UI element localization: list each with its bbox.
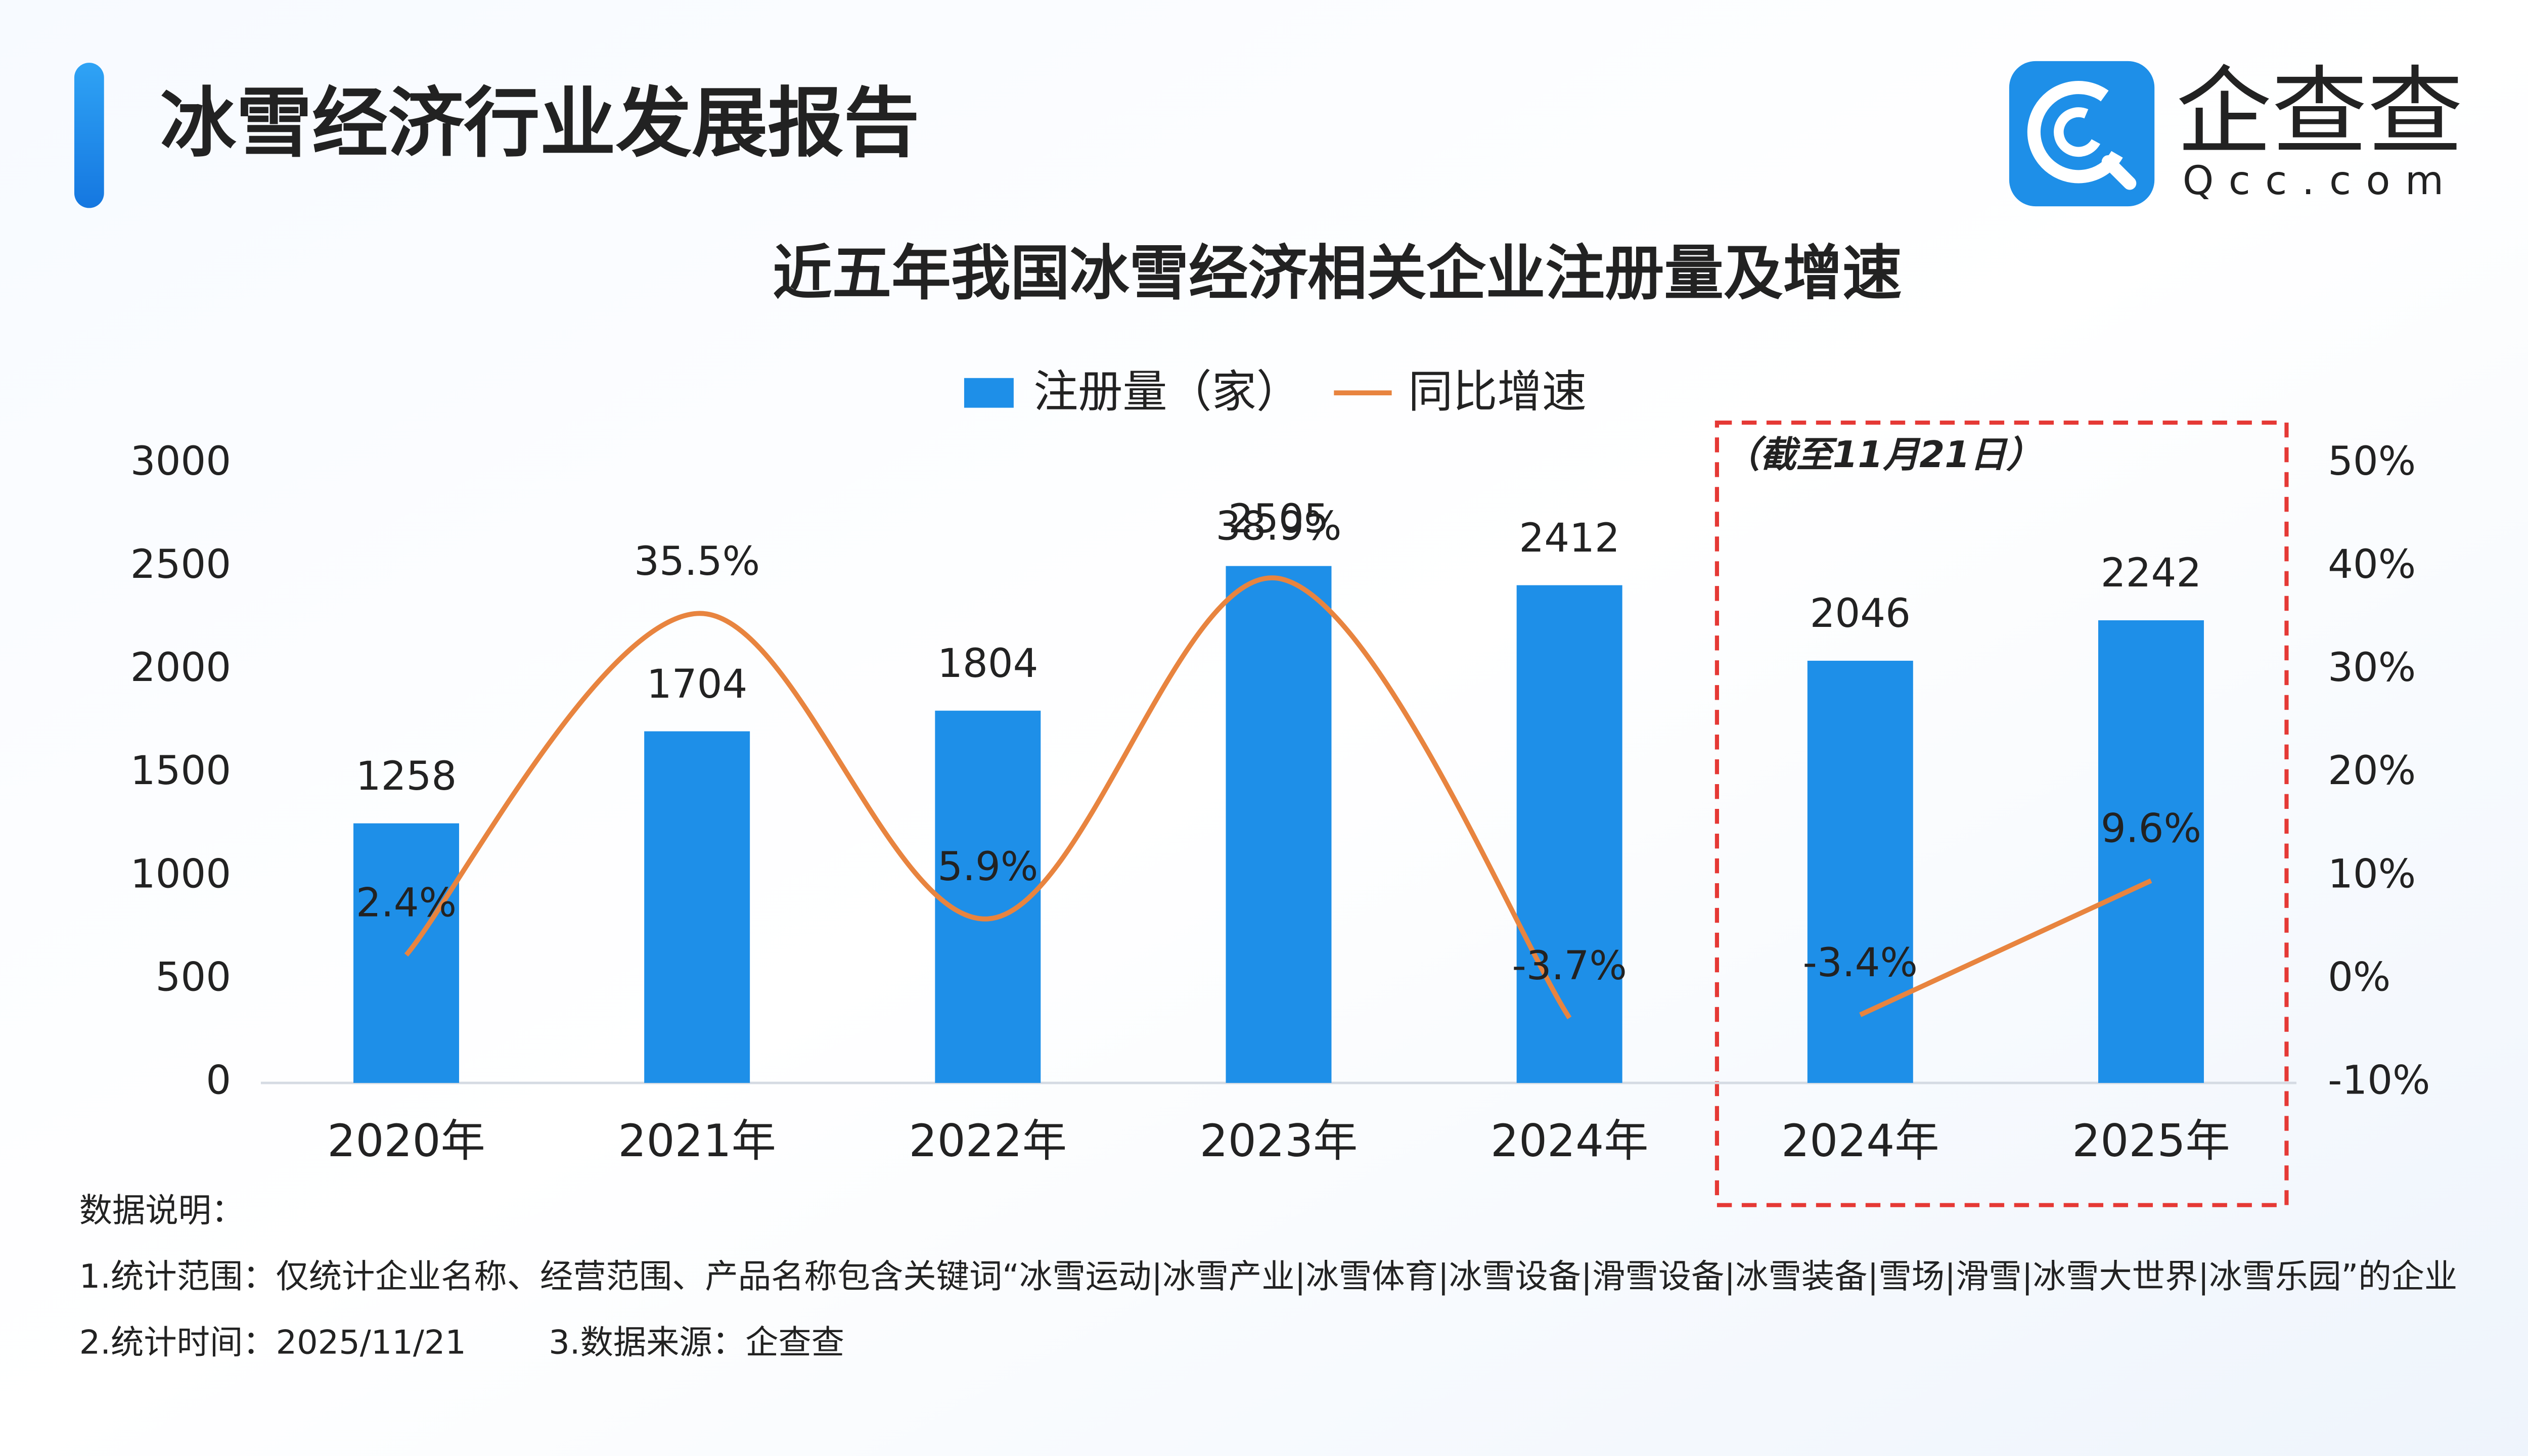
bar-value-label: 1258 [356,753,457,799]
line-value-label: 35.5% [634,538,760,584]
bar-value-label: 2046 [1810,590,1911,636]
annotation: （截至11月21日） [1724,433,2043,476]
legend-swatch [964,378,1014,408]
bar-value-label: 1704 [647,661,747,707]
y2-tick-label: 40% [2328,541,2416,587]
y-tick-label: 1000 [130,851,231,897]
logo-name: 企查查 [2176,56,2463,168]
y2-tick-label: 20% [2328,748,2416,794]
line [404,575,1572,1020]
logo-domain: Qcc.com [2183,158,2459,204]
x-tick-label: 2024年 [1491,1115,1649,1167]
y2-tick-label: 0% [2328,954,2390,1000]
line-value-label: 38.9% [1216,504,1342,550]
bar-value-label: 2412 [1519,515,1619,561]
bar [1516,585,1622,1083]
line-value-label: 2.4% [356,880,457,926]
bar-value-label: 1804 [937,641,1038,687]
y2-tick-label: -10% [2328,1058,2430,1104]
notes: 数据说明： 1.统计范围：仅统计企业名称、经营范围、产品名称包含关键词“冰雪运动… [79,1177,2523,1375]
x-tick-label: 2025年 [2072,1115,2230,1167]
x-tick-label: 2024年 [1781,1115,1939,1167]
note-item: 1.统计范围：仅统计企业名称、经营范围、产品名称包含关键词“冰雪运动|冰雪产业|… [79,1256,2458,1296]
y-tick-label: 1500 [130,748,231,794]
page-title: 冰雪经济行业发展报告 [160,80,920,168]
x-tick-label: 2020年 [327,1115,485,1167]
y2-tick-label: 50% [2328,438,2416,484]
notes-heading: 数据说明： [79,1190,245,1230]
note-row: 2.统计时间：2025/11/21 3.数据来源：企查查 [79,1309,2523,1375]
y-tick-label: 3000 [130,438,231,484]
y2-tick-label: 10% [2328,851,2416,897]
bar-value-label: 2242 [2101,550,2201,596]
line-value-label: -3.7% [1512,943,1627,989]
y2-tick-label: 30% [2328,645,2416,691]
bar [1807,660,1913,1083]
legend-label: 注册量（家） [1033,366,1301,418]
x-tick-label: 2022年 [909,1115,1067,1167]
logo: 企查查 Qcc.com [2009,56,2463,207]
x-tick-label: 2021年 [618,1115,776,1167]
note-item: 2.统计时间：2025/11/21 [79,1322,466,1362]
annotation-box [1714,420,2289,1207]
bar [1226,566,1332,1083]
y-tick-label: 2500 [130,541,231,587]
y-tick-label: 2000 [130,645,231,691]
bar [644,731,750,1083]
line-value-label: 5.9% [937,844,1038,890]
header-accent [74,63,104,208]
line-value-label: -3.4% [1803,940,1918,986]
logo-ring [2027,81,2130,184]
note-item: 3.数据来源：企查查 [549,1322,845,1362]
bar [935,710,1041,1083]
y-tick-label: 0 [206,1058,231,1104]
y-tick-label: 500 [156,954,232,1000]
chart: 0 500 1000 1500 2000 2500 3000 -10% 0% 10% 20% 30% 4… [130,366,2430,1167]
logo-inner [2054,107,2103,157]
line [1859,878,2152,1017]
logo-tail [2101,155,2137,190]
notes-text: 数据说明： 1.统计范围：仅统计企业名称、经营范围、产品名称包含关键词“冰雪运动… [79,1177,2523,1375]
chart-title: 近五年我国冰雪经济相关企业注册量及增速 [773,239,1902,308]
x-tick-label: 2023年 [1200,1115,1358,1167]
bar [2098,620,2204,1083]
bar-value-label: 2505 [1228,496,1329,542]
line-value-label: 9.6% [2101,806,2201,852]
legend-label: 同比增速 [1408,366,1587,418]
